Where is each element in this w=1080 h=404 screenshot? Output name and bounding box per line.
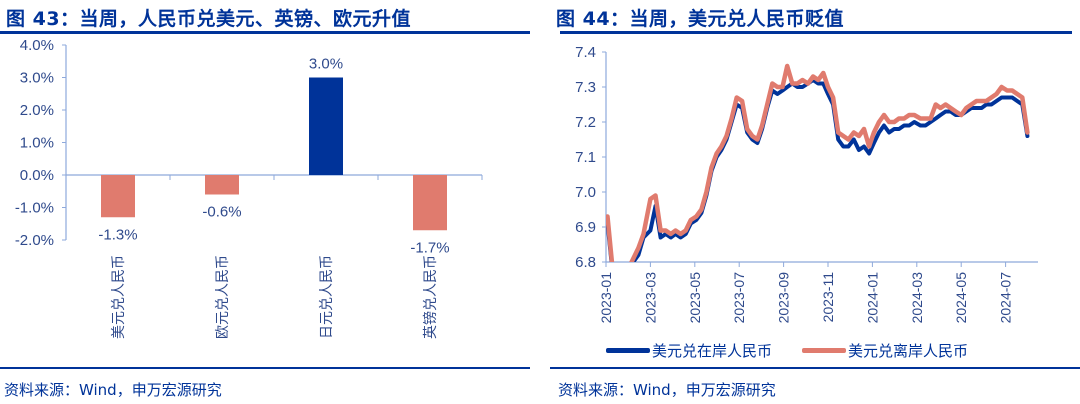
right-chart-title: 图 44：当周，美元兑人民币贬值 <box>556 8 845 30</box>
y-tick-label: 1.0% <box>20 135 54 152</box>
bar-value-label: -1.3% <box>98 226 137 243</box>
x-tick-label: 2023-03 <box>642 272 658 324</box>
left-bottom-rule <box>0 367 530 369</box>
right-source: 资料来源：Wind，申万宏源研究 <box>558 381 776 399</box>
x-tick-label: 2023-01 <box>598 272 614 324</box>
y-tick-label: 7.2 <box>575 114 596 131</box>
right-title-rule <box>560 31 1072 34</box>
y-tick-label: -2.0% <box>15 232 54 249</box>
x-category-label: 欧元兑人民币 <box>214 255 230 339</box>
legend-swatch-offshore <box>802 348 847 353</box>
left-panel: 图 43：当周，人民币兑美元、英镑、欧元升值 4.0% 3.0% 2.0% 1.0% 0… <box>0 8 530 399</box>
series-line <box>606 63 1030 262</box>
y-tick-label: 0.0% <box>20 167 54 184</box>
bar <box>101 175 135 218</box>
y-tick-label: 3.0% <box>20 70 54 87</box>
y-tick-label: 7.3 <box>575 79 596 96</box>
bar <box>413 175 447 231</box>
x-tick-label: 2023-11 <box>820 272 836 323</box>
x-category-label: 美元兑人民币 <box>110 255 126 339</box>
bar <box>205 175 239 195</box>
right-panel: 图 44：当周，美元兑人民币贬值 7.4 7.3 7.2 7.1 7.0 6.9 6.8 20… <box>550 0 1080 404</box>
x-tick-label: 2024-07 <box>998 272 1014 324</box>
y-tick-label: 7.1 <box>575 149 596 166</box>
right-bottom-rule <box>550 367 1080 369</box>
y-tick-label: 7.0 <box>575 184 596 201</box>
y-tick-label: 6.9 <box>575 219 596 236</box>
legend-label-onshore: 美元兑在岸人民币 <box>652 342 773 360</box>
x-tick-label: 2024-05 <box>953 272 969 324</box>
x-tick-label: 2023-05 <box>687 272 703 324</box>
legend-label-offshore: 美元兑离岸人民币 <box>848 342 969 360</box>
y-tick-label: -1.0% <box>15 200 54 217</box>
x-tick-label: 2023-07 <box>731 272 747 324</box>
bar-value-label: -0.6% <box>202 204 241 221</box>
y-tick-label: 2.0% <box>20 102 54 119</box>
x-category-label: 英镑兑人民币 <box>422 255 438 339</box>
x-category-label: 日元兑人民币 <box>318 255 334 339</box>
x-tick-label: 2023-09 <box>776 272 792 324</box>
y-tick-label: 7.4 <box>575 44 596 61</box>
bar-value-label: 3.0% <box>309 56 343 73</box>
x-tick-label: 2024-03 <box>909 272 925 324</box>
legend-swatch-onshore <box>606 348 650 353</box>
y-tick-label: 6.8 <box>575 254 596 271</box>
bar <box>309 77 343 175</box>
left-title-rule <box>0 31 530 34</box>
y-tick-label: 4.0% <box>20 37 54 54</box>
chart-legend: 美元兑在岸人民币 美元兑离岸人民币 <box>606 340 968 361</box>
left-source: 资料来源：Wind，申万宏源研究 <box>4 381 222 399</box>
bar-chart: 4.0% 3.0% 2.0% 1.0% 0.0% -1.0% -2.0% -1.3% 美元兑人民… <box>15 37 483 339</box>
x-tick-label: 2024-01 <box>864 272 880 324</box>
bar-value-label: -1.7% <box>410 239 449 256</box>
left-chart-title: 图 43：当周，人民币兑美元、英镑、欧元升值 <box>6 8 412 30</box>
